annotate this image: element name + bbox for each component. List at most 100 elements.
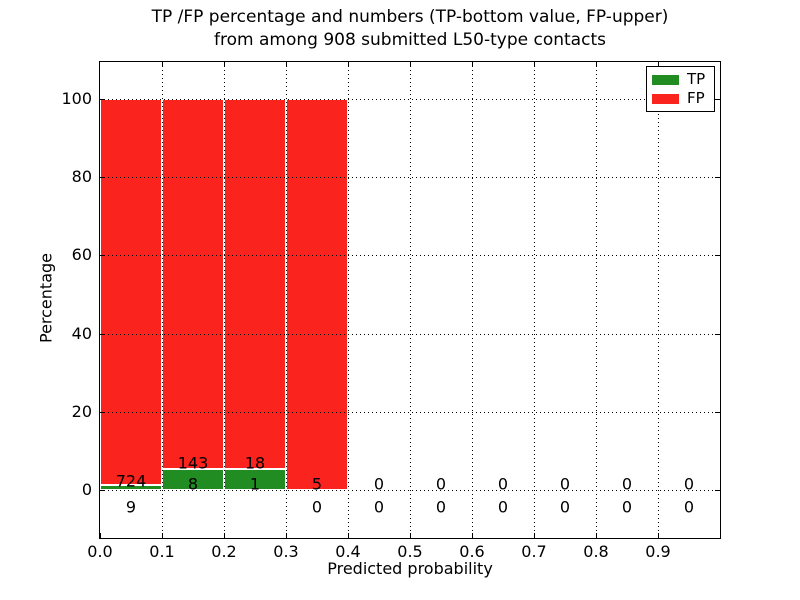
tick-y-left [100, 412, 105, 414]
y-tick-label: 40 [71, 324, 92, 343]
tp-count-label: 0 [435, 497, 447, 517]
fp-count-label: 0 [683, 474, 695, 494]
legend: TP FP [646, 66, 715, 112]
tp-count-label: 8 [187, 474, 199, 494]
tick-x-bottom [286, 533, 288, 538]
x-axis-label: Predicted probability [327, 559, 493, 578]
gridline-y-100 [100, 99, 720, 100]
tp-count-label: 0 [559, 497, 571, 517]
gridline-x-0.2 [224, 62, 225, 538]
x-tick-label: 0.5 [397, 542, 423, 561]
gridline-y-80 [100, 177, 720, 178]
x-tick-label: 0.4 [335, 542, 361, 561]
legend-swatch-fp-icon [652, 93, 679, 104]
tick-x-bottom [472, 533, 474, 538]
x-tick-label: 0.9 [645, 542, 671, 561]
gridline-x-0.4 [348, 62, 349, 538]
tick-x-bottom [658, 533, 660, 538]
legend-label-tp: TP [687, 70, 706, 88]
tick-x-top [472, 62, 474, 67]
gridline-x-0.3 [286, 62, 287, 538]
chart-title-line-1: TP /FP percentage and numbers (TP-bottom… [151, 7, 669, 27]
x-tick-label: 0.1 [149, 542, 175, 561]
fp-count-label: 0 [497, 474, 509, 494]
tick-x-bottom [162, 533, 164, 538]
tick-y-right [715, 490, 720, 492]
tick-x-bottom [410, 533, 412, 538]
tick-x-top [658, 62, 660, 67]
tick-y-left [100, 177, 105, 179]
tick-y-right [715, 334, 720, 336]
tick-y-right [715, 177, 720, 179]
tick-y-right [715, 255, 720, 257]
tp-count-label: 0 [621, 497, 633, 517]
tp-count-label: 0 [311, 497, 323, 517]
tick-x-bottom [534, 533, 536, 538]
bar-fp-bin-0.3-0.4 [286, 99, 348, 490]
tick-x-top [410, 62, 412, 67]
tick-y-left [100, 99, 105, 101]
chart-title: TP /FP percentage and numbers (TP-bottom… [100, 6, 720, 52]
legend-swatch-tp-icon [652, 74, 679, 85]
tp-count-label: 1 [249, 474, 261, 494]
tp-count-label: 0 [373, 497, 385, 517]
bar-fp-bin-0.1-0.2 [162, 99, 224, 469]
tick-x-bottom [224, 533, 226, 538]
gridline-x-0.6 [472, 62, 473, 538]
tick-x-bottom [596, 533, 598, 538]
gridline-y-40 [100, 334, 720, 335]
x-tick-label: 0.7 [521, 542, 547, 561]
y-axis-label: Percentage [36, 252, 56, 344]
tp-count-label: 9 [125, 497, 137, 517]
fp-count-label: 143 [177, 453, 209, 473]
tp-count-label: 0 [497, 497, 509, 517]
y-tick-label: 20 [71, 402, 92, 421]
tick-y-left [100, 255, 105, 257]
bar-fp-bin-0.2-0.3 [224, 99, 286, 469]
x-tick-label: 0.0 [87, 542, 113, 561]
x-tick-label: 0.2 [211, 542, 237, 561]
fp-count-label: 0 [373, 474, 385, 494]
tick-x-top [596, 62, 598, 67]
gridline-y-60 [100, 255, 720, 256]
gridline-x-0.5 [410, 62, 411, 538]
tick-x-bottom [100, 533, 102, 538]
tick-x-top [224, 62, 226, 67]
x-tick-label: 0.8 [583, 542, 609, 561]
tick-x-bottom [348, 533, 350, 538]
tick-y-left [100, 334, 105, 336]
tick-y-right [715, 99, 720, 101]
bar-tp-bin-0.0-0.1 [100, 485, 162, 490]
tick-x-top [162, 62, 164, 67]
legend-entry-fp: FP [652, 91, 709, 106]
y-tick-label: 100 [61, 89, 92, 108]
fp-count-label: 18 [244, 453, 266, 473]
fp-count-label: 0 [621, 474, 633, 494]
gridline-y-0 [100, 490, 720, 491]
gridline-x-0.9 [658, 62, 659, 538]
fp-count-label: 0 [435, 474, 447, 494]
y-tick-label: 0 [81, 480, 92, 499]
y-tick-label: 80 [71, 167, 92, 186]
tick-y-left [100, 490, 105, 492]
fp-count-label: 0 [559, 474, 571, 494]
x-tick-label: 0.3 [273, 542, 299, 561]
gridline-x-0.7 [534, 62, 535, 538]
gridline-y-20 [100, 412, 720, 413]
tp-count-label: 0 [683, 497, 695, 517]
legend-label-fp: FP [687, 89, 705, 107]
y-tick-label: 60 [71, 245, 92, 264]
tick-x-top [348, 62, 350, 67]
tick-x-top [286, 62, 288, 67]
bar-fp-bin-0.0-0.1 [100, 99, 162, 485]
tick-x-top [534, 62, 536, 67]
gridline-x-0.1 [162, 62, 163, 538]
chart-title-line-2: from among 908 submitted L50-type contac… [214, 30, 606, 50]
fp-count-label: 724 [115, 471, 147, 491]
plot-area: 724 143 18 5 0 0 0 0 0 0 9 8 1 0 0 0 0 0… [99, 61, 721, 539]
x-tick-label: 0.6 [459, 542, 485, 561]
legend-entry-tp: TP [652, 72, 709, 87]
fp-count-label: 5 [311, 474, 323, 494]
gridline-x-0.8 [596, 62, 597, 538]
tick-y-right [715, 412, 720, 414]
